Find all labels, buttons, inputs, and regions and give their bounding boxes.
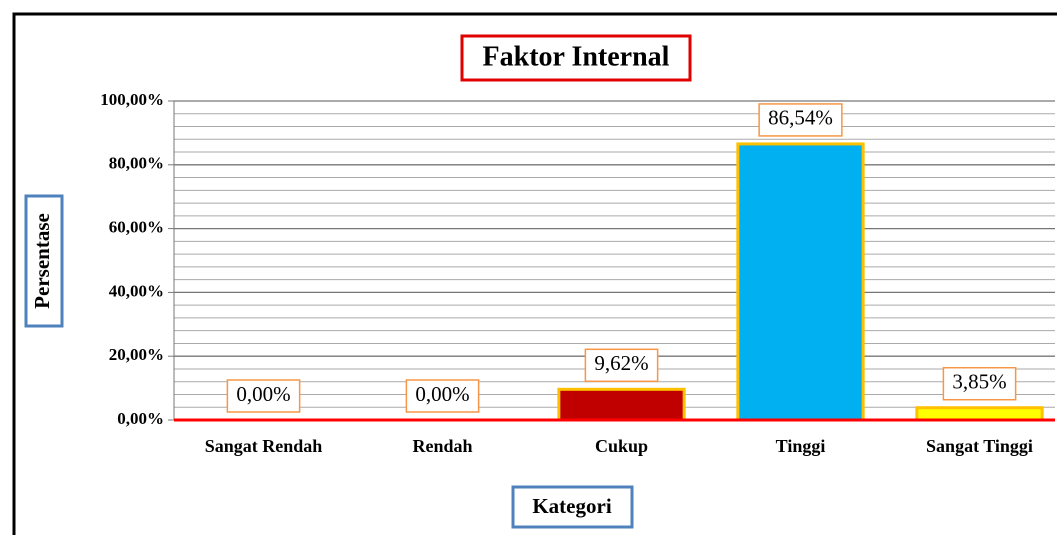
x-tick-label: Cukup bbox=[595, 436, 648, 456]
title-box bbox=[460, 34, 692, 82]
data-label-box bbox=[584, 348, 659, 383]
x-tick-label: Sangat Rendah bbox=[205, 436, 323, 456]
y-axis-label: Persentase bbox=[30, 213, 54, 309]
bar bbox=[557, 387, 686, 422]
y-axis-label-box bbox=[24, 194, 64, 328]
data-label: 86,54% bbox=[768, 106, 833, 130]
data-label: 0,00% bbox=[415, 382, 469, 406]
y-tick-label: 100,00% bbox=[100, 90, 164, 109]
data-label-box bbox=[942, 366, 1017, 401]
x-tick-label: Rendah bbox=[412, 436, 472, 456]
y-tick-label: 60,00% bbox=[109, 218, 164, 237]
x-axis-label: Kategori bbox=[532, 494, 611, 518]
y-tick-label: 20,00% bbox=[109, 345, 164, 364]
y-tick-label: 0,00% bbox=[117, 409, 164, 428]
y-tick-label: 40,00% bbox=[109, 281, 164, 300]
data-label: 9,62% bbox=[594, 351, 648, 375]
y-tick-label: 80,00% bbox=[109, 154, 164, 173]
bar bbox=[915, 406, 1044, 422]
x-tick-label: Tinggi bbox=[776, 436, 826, 456]
chart-title: Faktor Internal bbox=[483, 41, 670, 72]
data-label-box bbox=[405, 379, 480, 413]
data-label: 0,00% bbox=[236, 382, 290, 406]
bar bbox=[736, 142, 865, 422]
data-label-box bbox=[226, 379, 301, 413]
x-tick-label: Sangat Tinggi bbox=[926, 436, 1033, 456]
x-axis-label-box bbox=[511, 485, 634, 529]
chart-frame bbox=[12, 12, 1057, 535]
data-label-box bbox=[758, 103, 843, 137]
data-label: 3,85% bbox=[952, 370, 1006, 394]
